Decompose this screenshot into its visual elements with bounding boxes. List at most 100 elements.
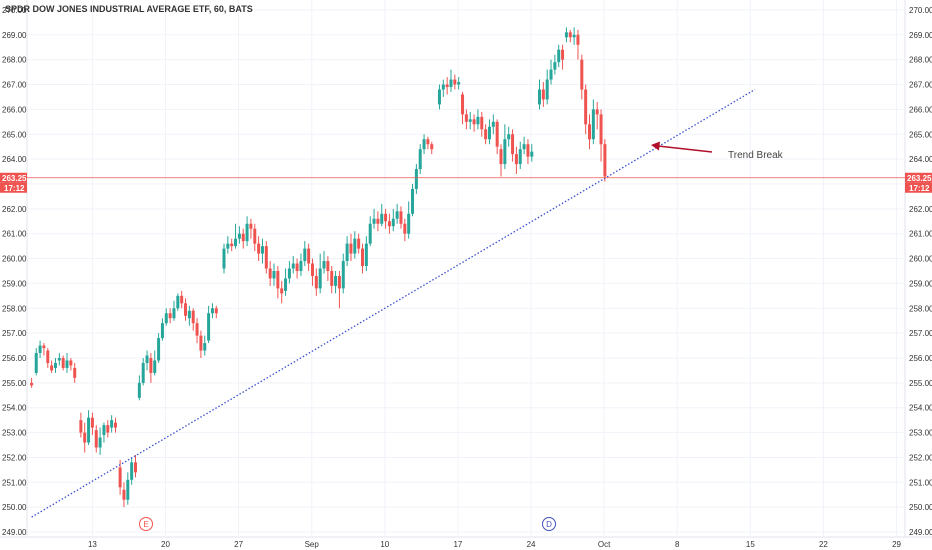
candle-body xyxy=(561,49,565,60)
y-tick-label-left: 261.00 xyxy=(2,230,27,239)
candle xyxy=(303,241,307,267)
candle-body xyxy=(280,288,284,294)
candle xyxy=(207,305,211,344)
candle-body xyxy=(299,261,303,271)
trendline[interactable] xyxy=(31,88,756,518)
candle-body xyxy=(395,211,399,219)
candle-body xyxy=(380,213,384,224)
candle-body xyxy=(530,151,534,157)
candle xyxy=(561,44,565,70)
candle-body xyxy=(476,116,480,125)
candle xyxy=(345,236,349,267)
candle-body xyxy=(34,353,38,373)
candle xyxy=(61,355,65,371)
candle-body xyxy=(484,129,488,140)
candle-body xyxy=(549,69,553,80)
y-tick-label-left: 256.00 xyxy=(2,354,27,363)
candle xyxy=(133,454,137,478)
event-marker-label: D xyxy=(546,520,552,529)
y-tick-label-right: 264.00 xyxy=(909,155,932,164)
candle xyxy=(576,29,580,60)
y-tick-label-right: 260.00 xyxy=(909,255,932,264)
y-tick-label-right: 258.00 xyxy=(909,304,932,313)
candle-body xyxy=(168,313,172,319)
y-tick-label-left: 269.00 xyxy=(2,31,27,40)
candle xyxy=(160,318,164,341)
y-tick-label-right: 267.00 xyxy=(909,81,932,90)
candle-body xyxy=(522,144,526,150)
candle-body xyxy=(464,114,468,122)
x-tick-label: 15 xyxy=(746,540,755,549)
candle xyxy=(102,422,106,443)
y-tick-label-right: 269.00 xyxy=(909,31,932,40)
event-marker-circle xyxy=(139,517,153,531)
candle-body xyxy=(307,248,311,264)
candle xyxy=(541,82,545,107)
candle xyxy=(38,340,42,358)
candle-body xyxy=(445,84,449,88)
candle xyxy=(364,236,368,271)
x-tick-label: 10 xyxy=(380,540,389,549)
x-tick-label: 17 xyxy=(453,540,462,549)
trend-break-annotation[interactable]: Trend Break xyxy=(651,141,784,162)
event-marker-d[interactable]: D xyxy=(542,517,556,531)
candle xyxy=(264,241,268,274)
candle-body xyxy=(113,422,117,428)
candle-body xyxy=(98,437,102,448)
candle-body xyxy=(495,121,499,147)
candle xyxy=(461,91,465,125)
candle xyxy=(549,59,553,85)
candle xyxy=(79,412,83,438)
candle xyxy=(214,305,218,319)
left-price-axis: 249.00 250.00 251.00 252.00 253.00 254.00 255.… xyxy=(2,6,27,537)
candle-body xyxy=(141,362,145,383)
candle xyxy=(249,218,253,239)
candle xyxy=(237,226,241,244)
y-tick-label-right: 249.00 xyxy=(909,528,932,537)
candle-body xyxy=(588,124,592,140)
candle-body xyxy=(564,32,568,38)
grid xyxy=(0,0,932,538)
candle-body xyxy=(322,261,326,269)
candle-body xyxy=(430,144,434,150)
candle xyxy=(307,243,311,271)
candle-body xyxy=(584,89,588,125)
candle xyxy=(591,99,595,145)
candle xyxy=(418,144,422,175)
y-tick-label-right: 268.00 xyxy=(909,56,932,65)
candle xyxy=(42,343,46,356)
candle xyxy=(545,69,549,105)
candle-body xyxy=(376,218,380,224)
y-tick-label-left: 258.00 xyxy=(2,304,27,313)
y-tick-label-left: 267.00 xyxy=(2,81,27,90)
y-tick-label-left: 262.00 xyxy=(2,205,27,214)
candle-body xyxy=(361,248,365,267)
y-tick-label-left: 252.00 xyxy=(2,453,27,462)
candle-body xyxy=(514,154,518,165)
candle xyxy=(357,233,361,254)
candle xyxy=(149,353,153,383)
candle xyxy=(395,203,399,224)
y-tick-label-right: 266.00 xyxy=(909,105,932,114)
candle-body xyxy=(268,268,272,279)
candle xyxy=(372,208,376,229)
candle xyxy=(568,29,572,43)
y-tick-label-right: 253.00 xyxy=(909,429,932,438)
candle-body xyxy=(407,213,411,234)
candle xyxy=(449,69,453,92)
event-marker-e[interactable]: E xyxy=(139,517,153,531)
candle xyxy=(98,427,102,455)
x-tick-label: 20 xyxy=(161,540,170,549)
candle xyxy=(168,308,172,324)
candle xyxy=(253,223,257,252)
candle xyxy=(110,415,114,433)
candle xyxy=(30,377,34,388)
candle-body xyxy=(349,243,353,254)
candle-body xyxy=(545,79,549,100)
candle-body xyxy=(260,246,264,254)
candle-body xyxy=(210,308,214,314)
y-tick-label-right: 265.00 xyxy=(909,130,932,139)
candle-body xyxy=(491,121,495,127)
candle xyxy=(384,208,388,229)
